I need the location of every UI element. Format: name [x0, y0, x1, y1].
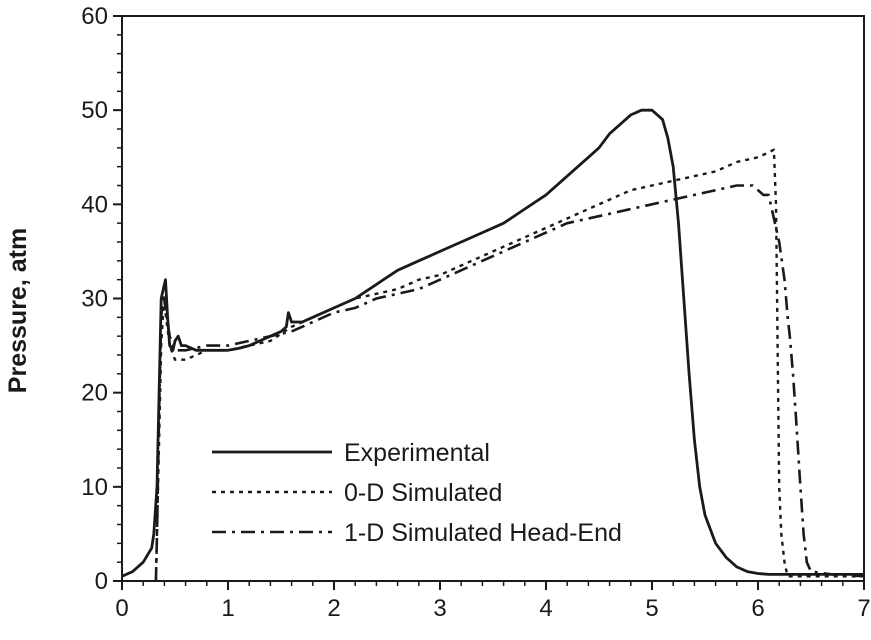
- y-axis-label: Pressure, atm: [4, 228, 32, 393]
- x-tick-label: 6: [751, 595, 764, 622]
- legend-entry-label: 0-D Simulated: [344, 479, 502, 507]
- x-tick-label: 4: [539, 595, 552, 622]
- plot-series: [121, 108, 865, 582]
- x-tick-label: 1: [221, 595, 234, 622]
- y-tick-label: 40: [81, 191, 108, 218]
- legend-entry-label: Experimental: [344, 439, 490, 467]
- x-tick-label: 2: [327, 595, 340, 622]
- series-line-solid: [121, 108, 864, 578]
- series-line-dashdot: [154, 184, 865, 582]
- x-tick-label: 5: [645, 595, 658, 622]
- legend: Experimental 0-D Simulated 1-D Simulated H…: [212, 439, 622, 547]
- y-tick-label: 60: [81, 3, 108, 30]
- axes: 0 10 20 30 40 50 60 0 1 2 3 4 5 6 7 Pressure, atm: [4, 3, 871, 622]
- x-tick-label: 0: [115, 595, 128, 622]
- y-tick-label: 0: [95, 568, 108, 595]
- x-tick-label: 7: [857, 595, 870, 622]
- y-tick-label: 30: [81, 286, 108, 313]
- series-line-dotted: [154, 148, 864, 582]
- x-tick-label: 3: [433, 595, 446, 622]
- y-tick-label: 10: [81, 474, 108, 501]
- y-tick-label: 50: [81, 97, 108, 124]
- y-tick-label: 20: [81, 380, 108, 407]
- legend-entry-label: 1-D Simulated Head-End: [344, 519, 622, 547]
